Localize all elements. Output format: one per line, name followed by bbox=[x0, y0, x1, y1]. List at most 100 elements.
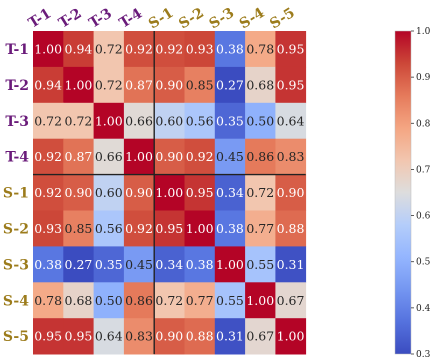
heatmap-cell bbox=[214, 210, 246, 247]
cell-value-label: 0.68 bbox=[246, 77, 274, 92]
cell-value-label: 0.93 bbox=[34, 221, 62, 236]
cell-value-label: 1.00 bbox=[277, 329, 305, 344]
heatmap-cell bbox=[33, 66, 64, 104]
y-tick-labels: T-1 T-2 T-3 T-4 S-1 S-2 S-3 S-4 S-5 bbox=[3, 42, 29, 345]
heatmap-cell bbox=[245, 174, 276, 211]
cell-value-label: 0.90 bbox=[155, 77, 183, 92]
heatmap-cell bbox=[214, 138, 246, 175]
heatmap-cell bbox=[33, 31, 64, 68]
cell-value-label: 0.86 bbox=[246, 149, 274, 164]
cell-value-label: 0.92 bbox=[125, 221, 153, 236]
cell-value-label: 0.90 bbox=[277, 185, 305, 200]
cell-value-label: 1.00 bbox=[65, 77, 93, 92]
cell-value-label: 0.38 bbox=[216, 41, 244, 56]
cell-value-label: 0.72 bbox=[155, 293, 183, 308]
heatmap-cell bbox=[154, 31, 185, 68]
cell-value-label: 0.60 bbox=[95, 185, 123, 200]
cell-value-label: 0.87 bbox=[125, 77, 153, 92]
heatmap-cell bbox=[245, 66, 276, 104]
cell-value-label: 0.94 bbox=[65, 41, 93, 56]
x-tick-label: S-2 bbox=[176, 5, 207, 32]
heatmap-cell bbox=[33, 174, 64, 211]
cell-value-label: 0.72 bbox=[65, 113, 93, 128]
heatmap-cell bbox=[275, 246, 307, 283]
cell-value-label: 0.95 bbox=[186, 185, 214, 200]
x-tick-label: T-2 bbox=[56, 6, 85, 32]
colorbar-tick-label: 0.9 bbox=[416, 73, 430, 83]
heatmap-cell bbox=[63, 210, 94, 247]
cell-value-label: 0.87 bbox=[65, 149, 93, 164]
heatmap-cell bbox=[214, 102, 246, 140]
heatmap-cell bbox=[123, 318, 155, 355]
heatmap-cell bbox=[184, 246, 216, 283]
heatmap-cell bbox=[184, 318, 216, 355]
heatmap-cell bbox=[214, 282, 246, 319]
heatmap-cell bbox=[63, 318, 94, 355]
heatmap-cell bbox=[63, 138, 94, 175]
cell-value-label: 0.92 bbox=[34, 185, 62, 200]
colorbar-tick-label: 0.4 bbox=[416, 304, 430, 314]
heatmap-cell bbox=[63, 246, 94, 283]
cell-value-label: 0.72 bbox=[246, 185, 274, 200]
heatmap-cell bbox=[214, 174, 246, 211]
heatmap-cell bbox=[154, 174, 185, 211]
heatmap-cell bbox=[214, 31, 246, 68]
cell-value-label: 0.35 bbox=[216, 113, 244, 128]
heatmap-cell bbox=[275, 102, 307, 140]
cell-value-label: 1.00 bbox=[34, 41, 62, 56]
heatmap-cell bbox=[93, 66, 125, 104]
colorbar-tick-label: 0.8 bbox=[416, 119, 430, 129]
group-dividers bbox=[33, 31, 306, 355]
x-tick-label: T-4 bbox=[117, 5, 146, 31]
x-tick-label: S-5 bbox=[267, 5, 298, 32]
heatmap-cell bbox=[93, 102, 125, 140]
heatmap-cell bbox=[154, 318, 185, 355]
heatmap-cells: 1.00 0.94 0.72 0.92 0.92 0.93 0.38 0.78 0.950.94… bbox=[33, 31, 307, 355]
heatmap-cell bbox=[93, 246, 125, 283]
cell-value-label: 0.83 bbox=[277, 149, 305, 164]
cell-value-label: 0.77 bbox=[186, 293, 214, 308]
y-tick-label: T-1 bbox=[5, 42, 29, 58]
cell-value-label: 0.60 bbox=[155, 113, 183, 128]
cell-value-label: 0.90 bbox=[155, 329, 183, 344]
heatmap-cell bbox=[33, 318, 64, 355]
heatmap-cell bbox=[275, 318, 307, 355]
cell-value-label: 0.95 bbox=[155, 221, 183, 236]
y-tick-label: S-2 bbox=[3, 221, 29, 237]
cell-value-label: 0.56 bbox=[95, 221, 123, 236]
heatmap-cell bbox=[214, 66, 246, 104]
heatmap-cell bbox=[214, 246, 246, 283]
x-tick-label: S-1 bbox=[146, 5, 177, 32]
cell-value-label: 0.56 bbox=[186, 113, 214, 128]
cell-value-label: 0.27 bbox=[65, 257, 93, 272]
cell-value-label: 0.77 bbox=[246, 221, 274, 236]
heatmap-cell bbox=[245, 246, 276, 283]
heatmap-cell bbox=[184, 102, 216, 140]
heatmap-cell bbox=[33, 138, 64, 175]
y-tick-label: T-2 bbox=[5, 78, 29, 94]
heatmap-cell bbox=[275, 210, 307, 247]
heatmap-cell bbox=[93, 31, 125, 68]
cell-value-label: 0.93 bbox=[186, 41, 214, 56]
heatmap-cell bbox=[245, 102, 276, 140]
cell-value-label: 0.92 bbox=[125, 41, 153, 56]
heatmap-cell bbox=[154, 138, 185, 175]
cell-value-label: 0.67 bbox=[277, 293, 305, 308]
x-tick-labels: T-1 T-2 T-3 T-4 S-1 S-2 S-3 S-4 S-5 bbox=[26, 5, 298, 33]
heatmap-cell bbox=[184, 174, 216, 211]
cell-value-label: 0.67 bbox=[246, 329, 274, 344]
heatmap-cell bbox=[93, 210, 125, 247]
cell-value-label: 0.90 bbox=[65, 185, 93, 200]
cell-value-label: 0.86 bbox=[125, 293, 153, 308]
y-tick-label: S-4 bbox=[3, 293, 29, 309]
heatmap-cell bbox=[275, 138, 307, 175]
heatmap-cell bbox=[93, 138, 125, 175]
cell-value-label: 0.55 bbox=[246, 257, 274, 272]
cell-value-label: 0.38 bbox=[216, 221, 244, 236]
x-tick-label: S-4 bbox=[237, 5, 268, 33]
heatmap-cell bbox=[214, 318, 246, 355]
cell-value-label: 0.68 bbox=[65, 293, 93, 308]
cell-value-label: 0.92 bbox=[34, 149, 62, 164]
cell-value-label: 0.55 bbox=[216, 293, 244, 308]
